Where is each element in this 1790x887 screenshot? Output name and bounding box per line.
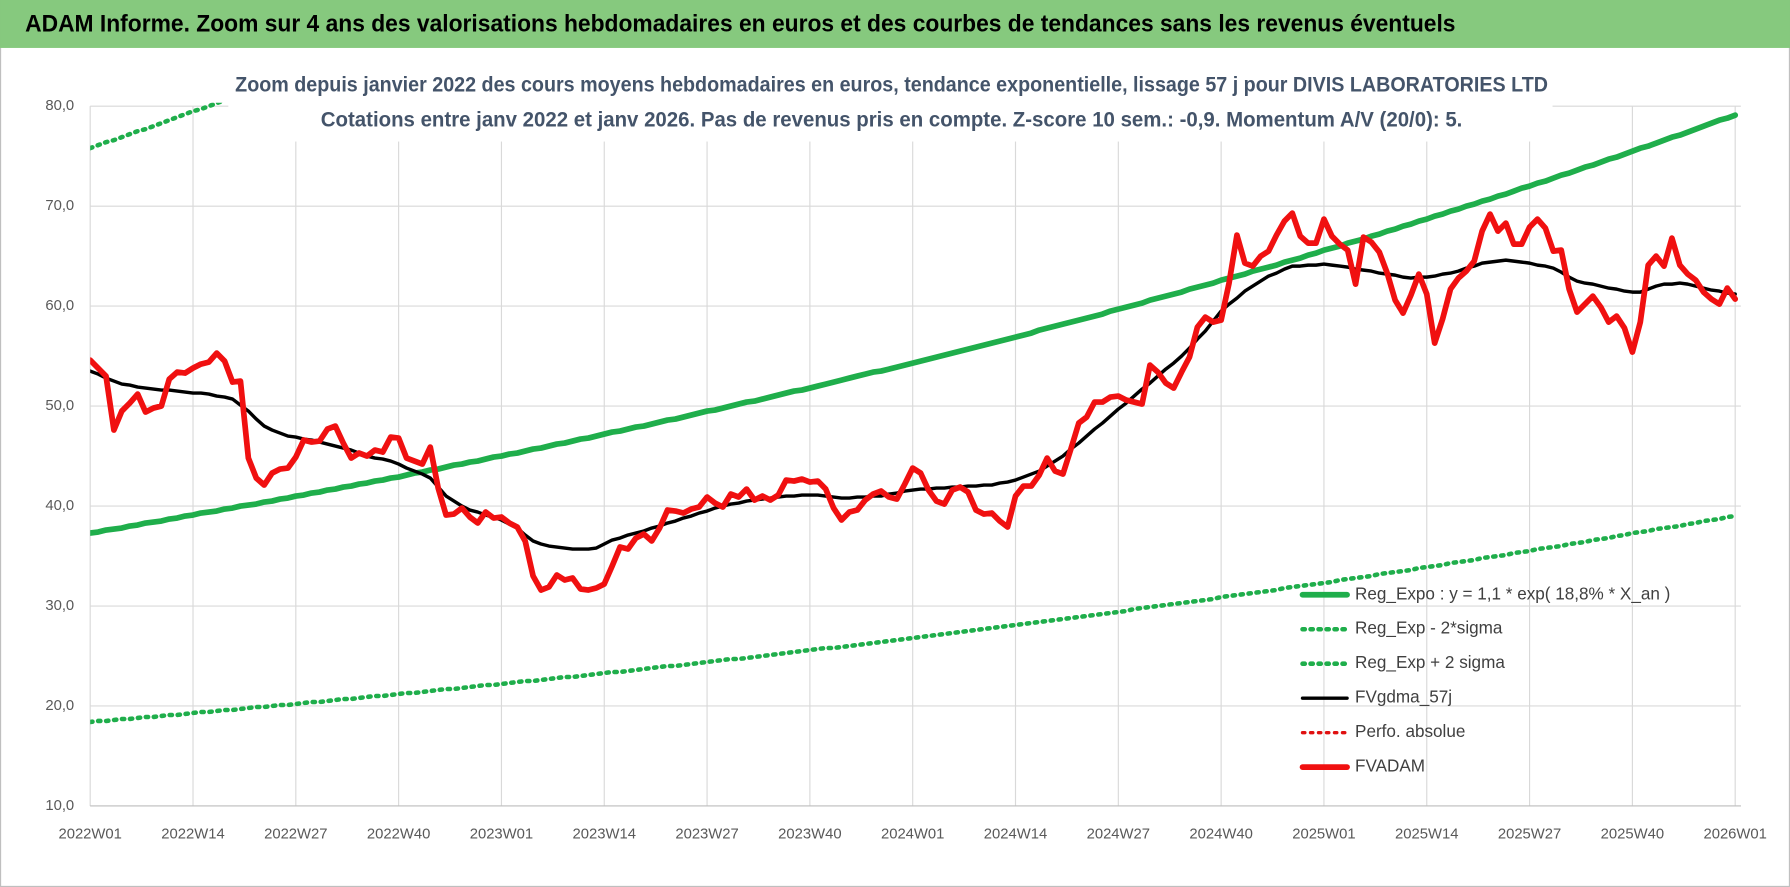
x-tick-label: 2025W27 xyxy=(1498,826,1561,842)
y-tick-label: 80,0 xyxy=(45,98,74,114)
chart-title: Zoom depuis janvier 2022 des cours moyen… xyxy=(235,71,1548,96)
x-tick-label: 2024W01 xyxy=(881,826,944,842)
title-box xyxy=(228,68,1553,142)
y-tick-label: 10,0 xyxy=(45,798,74,814)
x-tick-label: 2024W14 xyxy=(984,826,1047,842)
series-line xyxy=(90,112,1739,536)
plot-lines xyxy=(90,102,1739,725)
x-tick-label: 2022W27 xyxy=(264,826,327,842)
legend-label: Reg_Expo : y = 1,1 * exp( 18,8% * X_an ) xyxy=(1355,584,1670,603)
y-tick-label: 20,0 xyxy=(45,698,74,714)
y-tick-label: 40,0 xyxy=(45,498,74,514)
x-tick-label: 2026W01 xyxy=(1703,826,1766,842)
x-tick-label: 2023W01 xyxy=(470,826,533,842)
axes: 10,0 20,0 30,0 40,0 50,0 60,0 70,0 80,0 2022W01 2… xyxy=(45,98,1767,842)
legend-label: Reg_Exp - 2*sigma xyxy=(1355,619,1503,638)
x-tick-label: 2022W14 xyxy=(161,826,224,842)
x-tick-label: 2024W40 xyxy=(1189,826,1252,842)
x-tick-label: 2025W14 xyxy=(1395,826,1458,842)
x-tick-label: 2025W01 xyxy=(1292,826,1355,842)
header-title: ADAM Informe. Zoom sur 4 ans des valoris… xyxy=(25,10,1455,37)
x-tick-label: 2023W14 xyxy=(573,826,636,842)
legend-label: FVgdma_57j xyxy=(1355,688,1452,707)
legend: Reg_Expo : y = 1,1 * exp( 18,8% * X_an )… xyxy=(1299,584,1670,776)
y-tick-label: 70,0 xyxy=(45,198,74,214)
series-line xyxy=(90,210,1739,593)
y-tick-label: 50,0 xyxy=(45,398,74,414)
legend-label: Reg_Exp + 2 sigma xyxy=(1355,653,1505,672)
header-bar xyxy=(0,0,1790,48)
x-tick-label: 2022W40 xyxy=(367,826,430,842)
grid xyxy=(89,105,1741,807)
legend-label: FVADAM xyxy=(1355,757,1425,776)
x-tick-label: 2025W40 xyxy=(1601,826,1664,842)
x-tick-label: 2023W27 xyxy=(675,826,738,842)
chart-subtitle: Cotations entre janv 2022 et janv 2026. … xyxy=(321,107,1463,132)
legend-label: Perfo. absolue xyxy=(1355,722,1465,741)
x-tick-label: 2024W27 xyxy=(1087,826,1150,842)
y-tick-label: 30,0 xyxy=(45,598,74,614)
x-tick-label: 2022W01 xyxy=(58,826,121,842)
series-line xyxy=(90,513,1738,725)
x-tick-label: 2023W40 xyxy=(778,826,841,842)
y-tick-label: 60,0 xyxy=(45,298,74,314)
